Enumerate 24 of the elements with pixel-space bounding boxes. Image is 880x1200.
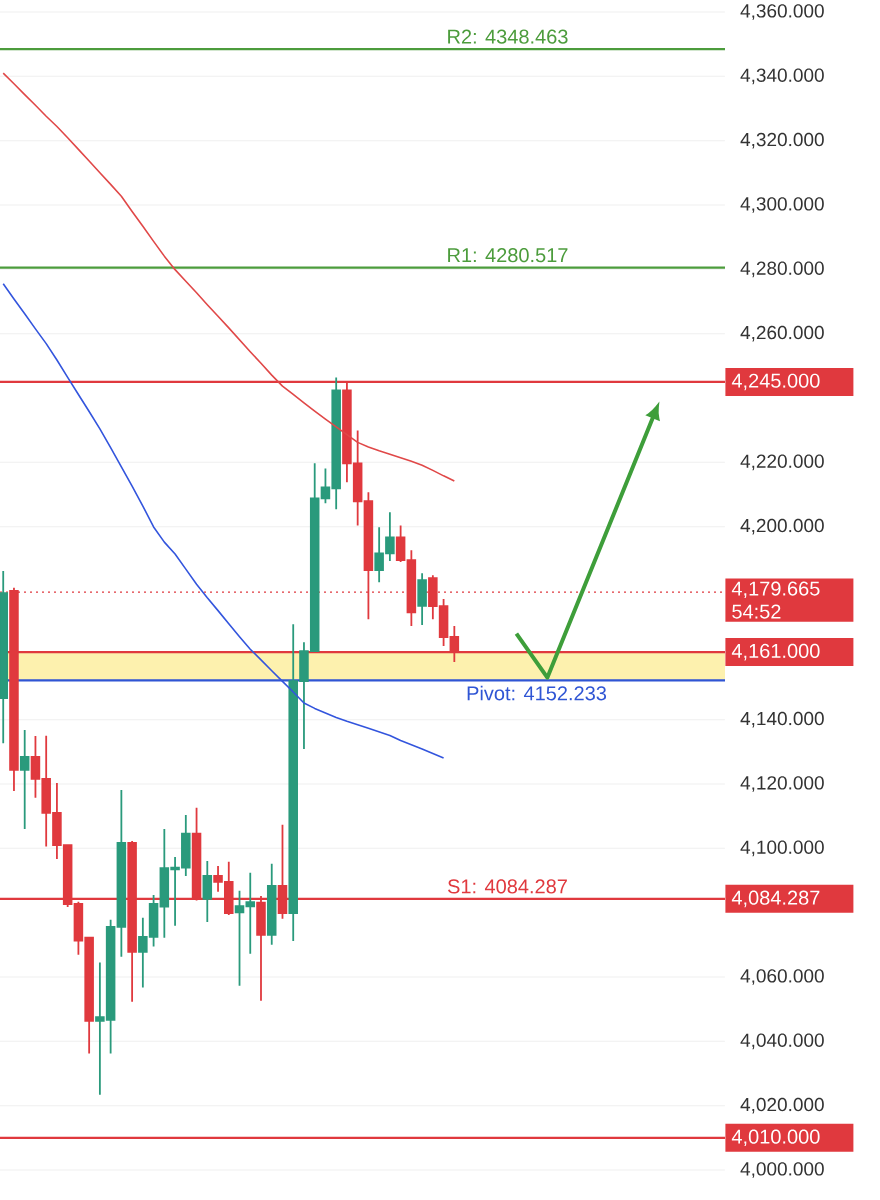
y-tick-label: 4,120.000 <box>740 776 824 792</box>
ref-line-label: S1: 4084.287 <box>447 879 567 894</box>
y-tick-label: 4,140.000 <box>740 711 824 728</box>
y-tick-label: 4,280.000 <box>740 261 824 278</box>
ref-line-label: 4,245.000 <box>731 373 820 391</box>
ref-line-label: 4,179.665 54:52 <box>731 581 820 619</box>
ref-line-label: R1: 4280.517 <box>448 248 568 263</box>
y-tick-label: 4,000.000 <box>740 1162 824 1178</box>
y-tick-label: 4,020.000 <box>740 1097 824 1114</box>
ref-line-label: R2: 4348.463 <box>448 29 568 44</box>
y-tick-label: 4,060.000 <box>740 969 824 985</box>
y-tick-label: 4,260.000 <box>740 325 824 342</box>
y-tick-label: 4,320.000 <box>740 132 824 149</box>
ref-line-label: 4,010.000 <box>731 1129 820 1147</box>
y-tick-label: 4,220.000 <box>740 454 824 471</box>
y-tick-label: 4,340.000 <box>740 68 824 85</box>
text: 4,084.287 <box>731 890 820 908</box>
y-tick-label: 4,200.000 <box>740 518 824 535</box>
y-tick-label: 4,300.000 <box>740 197 824 213</box>
y-tick-label: 4,040.000 <box>740 1033 824 1050</box>
ref-line-label: Pivot: 4152.233 <box>467 685 607 701</box>
y-tick-label: 4,360.000 <box>740 4 824 20</box>
y-tick-label: 4,100.000 <box>740 840 824 857</box>
ref-line-label: 4,161.000 <box>731 643 820 661</box>
